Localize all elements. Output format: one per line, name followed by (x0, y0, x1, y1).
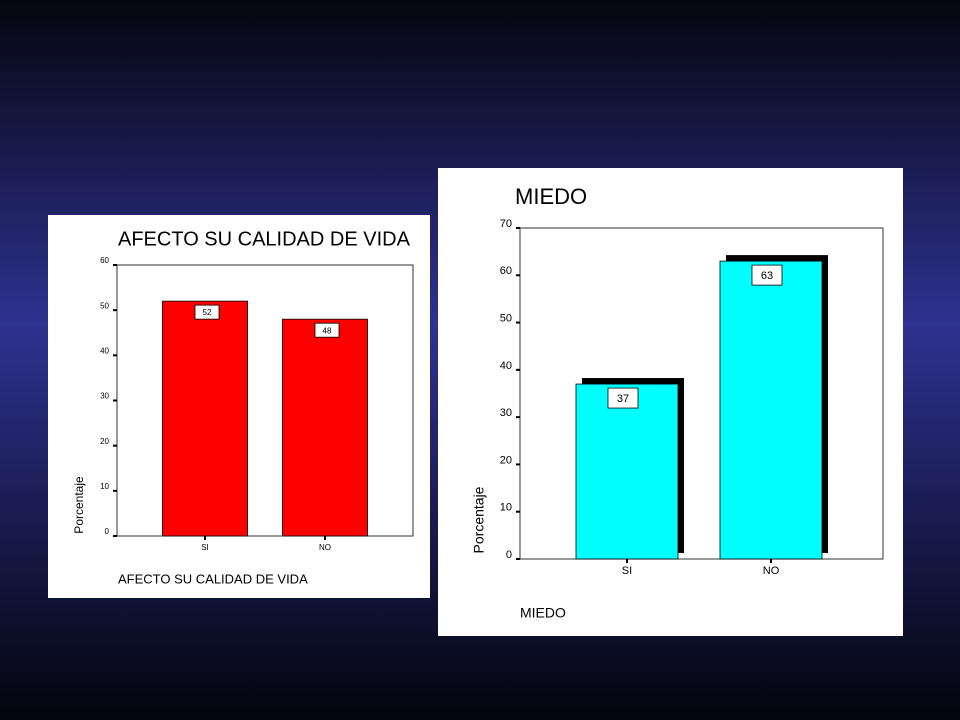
y-axis-label: Porcentaje (471, 486, 487, 553)
plot-area (519, 227, 884, 560)
chart-title: AFECTO SU CALIDAD DE VIDA (118, 228, 411, 250)
value-label: 37 (617, 393, 629, 405)
y-tick-label: 10 (500, 502, 512, 514)
value-label: 48 (323, 326, 332, 335)
y-tick-label: 40 (500, 360, 512, 372)
x-axis-label: AFECTO SU CALIDAD DE VIDA (118, 571, 308, 586)
y-tick-label: 50 (500, 312, 512, 324)
x-tick-label: NO (763, 565, 780, 577)
y-tick-label: 0 (105, 527, 110, 536)
bar (575, 383, 679, 560)
y-tick-label: 50 (100, 301, 109, 310)
y-tick-label: 30 (100, 392, 109, 401)
value-label-box (194, 304, 220, 320)
value-label-box (607, 387, 639, 409)
x-tick-label: SI (622, 565, 632, 577)
value-label-box (314, 322, 340, 338)
y-axis-label: Porcentaje (72, 476, 86, 534)
y-tick-label: 10 (100, 482, 109, 491)
bar (282, 318, 368, 537)
y-tick-label: 70 (500, 218, 512, 230)
value-label-box (751, 264, 783, 286)
value-label: 52 (203, 308, 212, 317)
bar (719, 260, 823, 560)
x-axis-label: MIEDO (520, 605, 566, 621)
y-tick-label: 0 (506, 549, 512, 561)
y-tick-label: 30 (500, 407, 512, 419)
bar (162, 300, 248, 537)
y-tick-label: 20 (500, 454, 512, 466)
x-tick-label: NO (319, 543, 331, 552)
y-tick-label: 60 (500, 265, 512, 277)
y-tick-label: 60 (100, 256, 109, 265)
y-tick-label: 20 (100, 437, 109, 446)
x-tick-label: SI (201, 543, 209, 552)
value-label: 63 (761, 270, 773, 282)
y-tick-label: 40 (100, 346, 109, 355)
chart-title: MIEDO (515, 184, 587, 209)
